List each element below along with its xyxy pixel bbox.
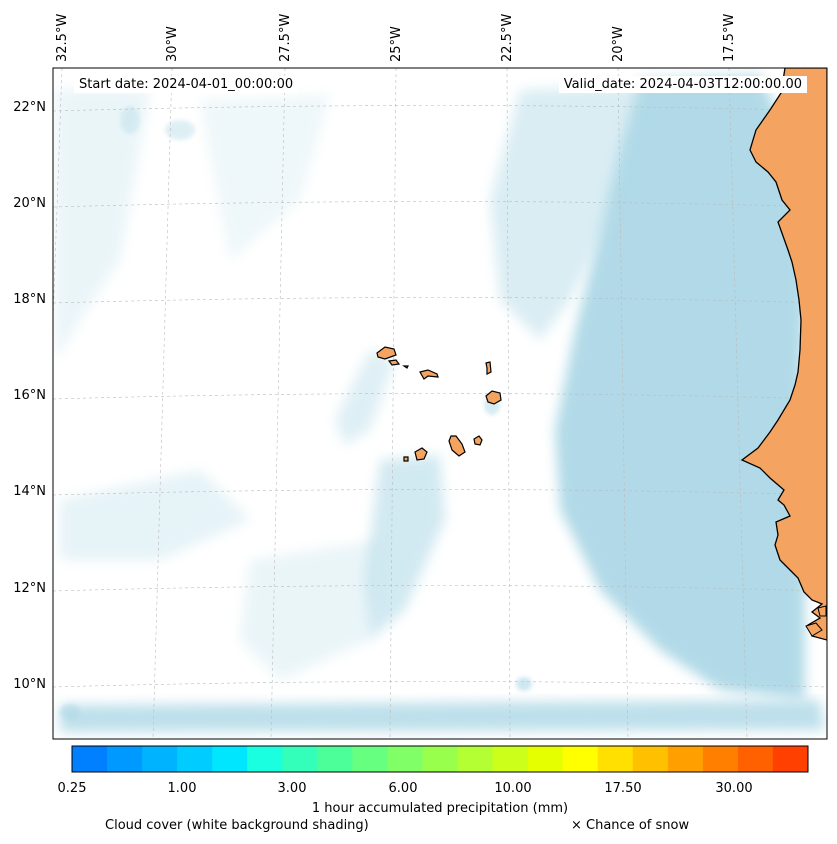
maio-island (473, 435, 483, 446)
bijagos-island (805, 622, 823, 637)
boa-vista-island (485, 390, 502, 405)
colorbar-cell (737, 746, 774, 772)
sao-nicolau-island (419, 369, 439, 380)
sao-vicente-island (387, 359, 401, 366)
colorbar-cell (387, 746, 423, 772)
colorbar-title: 1 hour accumulated precipitation (mm) (311, 801, 569, 816)
colorbar-cell (177, 746, 213, 772)
map-frame (52, 67, 828, 740)
lat-label: 12°N (13, 581, 46, 596)
lat-label: 18°N (13, 292, 46, 307)
colorbar-cell (72, 746, 108, 772)
lat-label: 10°N (13, 677, 46, 692)
lon-label: 20°W (611, 26, 626, 62)
cloud-cover-shading (55, 75, 825, 732)
cape-verde-islands (376, 346, 502, 462)
lon-label: 17.5°W (722, 14, 737, 62)
colorbar-tick-label: 0.25 (57, 781, 87, 796)
colorbar-frame (71, 745, 809, 773)
lon-label: 32.5°W (55, 14, 70, 62)
colorbar-tick-label: 17.50 (604, 781, 642, 796)
colorbar-cell (282, 746, 318, 772)
lat-label: 20°N (13, 196, 46, 211)
colorbar-cell (457, 746, 494, 772)
colorbar-tick-label: 10.00 (494, 781, 532, 796)
graticule (53, 68, 827, 739)
lon-label: 30°W (165, 26, 180, 62)
colorbar-cell (562, 746, 599, 772)
colorbar-cell (247, 746, 283, 772)
colorbar-cell (212, 746, 248, 772)
fogo-island (414, 447, 428, 461)
colorbar-tick-label: 1.00 (167, 781, 197, 796)
colorbar-cell (527, 746, 564, 772)
colorbar-cell (667, 746, 704, 772)
snow-chance-note: × Chance of snow (571, 818, 690, 833)
lon-label: 27.5°W (278, 14, 293, 62)
sal-island (485, 361, 492, 375)
colorbar-cell (772, 746, 809, 772)
colorbar-cell (107, 746, 143, 772)
colorbar-cell (632, 746, 669, 772)
colorbar-tick-label: 30.00 (715, 781, 753, 796)
santa-luzia-island (402, 365, 409, 369)
bijagos-island (817, 605, 827, 617)
latitude-labels: 22°N 20°N 18°N 16°N 14°N 12°N 10°N (13, 100, 46, 692)
lon-label: 22.5°W (500, 14, 515, 62)
colorbar-tick-label: 3.00 (277, 781, 307, 796)
santo-antao-island (376, 346, 397, 360)
cloud-cover-note: Cloud cover (white background shading) (105, 818, 369, 833)
longitude-labels: 32.5°W 30°W 27.5°W 25°W 22.5°W 20°W 17.5… (55, 14, 737, 62)
colorbar-cell (422, 746, 459, 772)
colorbar (72, 746, 809, 772)
colorbar-cell (317, 746, 353, 772)
west-africa-land (740, 68, 827, 641)
lat-label: 16°N (13, 388, 46, 403)
lon-label: 25°W (389, 26, 404, 62)
colorbar-cell (492, 746, 529, 772)
colorbar-cell (142, 746, 178, 772)
start-date-label: Start date: 2024-04-01_00:00:00 (74, 76, 299, 93)
colorbar-cell (702, 746, 739, 772)
colorbar-cell (352, 746, 388, 772)
lat-label: 22°N (13, 100, 46, 115)
brava-island (403, 456, 409, 462)
santiago-island (448, 435, 466, 457)
colorbar-tick-label: 6.00 (388, 781, 418, 796)
lat-label: 14°N (13, 484, 46, 499)
colorbar-cell (597, 746, 634, 772)
valid-date-label: Valid_date: 2024-04-03T12:00:00.00 (558, 76, 807, 93)
